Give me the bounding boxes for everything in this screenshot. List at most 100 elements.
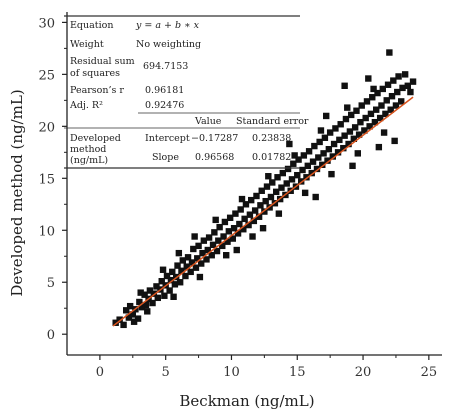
data-point bbox=[330, 140, 338, 148]
data-point bbox=[378, 102, 385, 109]
data-point bbox=[246, 211, 254, 218]
data-point bbox=[208, 252, 215, 259]
stats-group-label-2: method bbox=[70, 144, 106, 155]
stats-value-pearson: 0.96181 bbox=[145, 85, 184, 96]
data-point bbox=[267, 193, 275, 201]
data-point bbox=[159, 266, 167, 273]
data-point bbox=[298, 178, 305, 185]
stats-param-intercept-name: Intercept bbox=[145, 133, 190, 144]
data-points bbox=[112, 49, 417, 329]
data-point bbox=[213, 247, 221, 255]
data-point bbox=[375, 143, 383, 151]
data-point bbox=[169, 268, 176, 276]
data-point bbox=[150, 290, 158, 297]
data-point bbox=[158, 278, 165, 285]
data-point bbox=[345, 140, 352, 148]
data-point bbox=[394, 88, 401, 96]
data-point bbox=[112, 319, 119, 326]
stats-param-slope-value: 0.96568 bbox=[195, 152, 234, 163]
data-point bbox=[337, 121, 344, 128]
data-point bbox=[367, 110, 375, 118]
data-point bbox=[350, 135, 358, 143]
data-point bbox=[366, 123, 373, 130]
data-point bbox=[251, 207, 259, 214]
data-point bbox=[253, 192, 260, 200]
data-point bbox=[129, 311, 136, 318]
data-point bbox=[192, 264, 200, 271]
stats-group-label-3: (ng/mL) bbox=[70, 155, 108, 166]
data-point bbox=[125, 314, 133, 321]
stats-param-slope-se: 0.01782 bbox=[252, 152, 291, 163]
x-tick-label: 25 bbox=[421, 365, 438, 380]
data-point bbox=[387, 106, 394, 113]
data-point bbox=[120, 321, 127, 329]
data-point bbox=[170, 293, 177, 300]
data-point bbox=[198, 260, 205, 267]
data-point bbox=[146, 287, 154, 294]
x-tick-label: 0 bbox=[96, 365, 104, 380]
data-point bbox=[283, 180, 290, 187]
data-point bbox=[269, 179, 276, 186]
data-point bbox=[288, 176, 296, 183]
data-point bbox=[355, 131, 363, 138]
data-point bbox=[191, 233, 198, 240]
data-point bbox=[294, 171, 301, 179]
data-point bbox=[357, 118, 364, 126]
data-point bbox=[184, 254, 192, 261]
data-point bbox=[311, 142, 318, 150]
stats-table: Equation y = a + b ∗ x Weight No weighti… bbox=[64, 15, 309, 169]
data-point bbox=[178, 267, 185, 275]
data-point bbox=[223, 252, 230, 259]
data-point bbox=[263, 183, 271, 190]
data-point bbox=[284, 165, 292, 173]
data-point bbox=[319, 161, 326, 168]
data-point bbox=[312, 193, 319, 201]
data-point bbox=[361, 127, 368, 134]
data-point bbox=[225, 228, 233, 235]
data-point bbox=[205, 234, 213, 241]
data-point bbox=[153, 283, 160, 290]
data-point bbox=[316, 138, 323, 146]
data-point bbox=[183, 263, 190, 270]
data-point bbox=[315, 154, 322, 161]
stats-label-weight: Weight bbox=[70, 39, 104, 50]
data-point bbox=[220, 233, 227, 240]
data-point bbox=[384, 81, 392, 88]
x-tick-label: 15 bbox=[289, 365, 306, 380]
data-point bbox=[175, 249, 183, 257]
data-point bbox=[308, 169, 315, 177]
data-point bbox=[166, 287, 173, 294]
data-point bbox=[341, 82, 348, 89]
stats-value-adj-r2: 0.92476 bbox=[145, 100, 184, 111]
data-point bbox=[237, 206, 244, 213]
y-tick-label: 20 bbox=[38, 120, 55, 135]
data-point bbox=[299, 166, 306, 174]
x-axis-ticks: 0 5 10 15 20 25 bbox=[96, 355, 437, 380]
data-point bbox=[233, 246, 240, 254]
data-point bbox=[370, 85, 377, 93]
data-point bbox=[144, 308, 151, 315]
data-point bbox=[380, 129, 388, 136]
data-point bbox=[216, 223, 223, 231]
data-point bbox=[232, 210, 239, 217]
data-point bbox=[401, 71, 409, 78]
data-point bbox=[325, 146, 333, 153]
data-point bbox=[130, 318, 138, 325]
stats-group-label-1: Developed bbox=[70, 133, 121, 144]
data-point bbox=[409, 78, 417, 85]
data-point bbox=[138, 303, 146, 311]
y-axis-title: Developed method (ng/mL) bbox=[8, 89, 26, 296]
data-point bbox=[353, 107, 360, 114]
data-point bbox=[336, 136, 343, 144]
data-point bbox=[279, 169, 286, 177]
data-point bbox=[258, 187, 265, 194]
data-point bbox=[398, 98, 405, 105]
data-point bbox=[176, 279, 184, 286]
y-tick-label: 0 bbox=[47, 328, 55, 343]
data-point bbox=[262, 197, 269, 205]
data-point bbox=[373, 106, 380, 113]
data-point bbox=[134, 315, 142, 322]
data-point bbox=[346, 128, 354, 135]
stats-label-rss-1: Residual sum bbox=[70, 56, 135, 67]
data-point bbox=[259, 224, 267, 232]
